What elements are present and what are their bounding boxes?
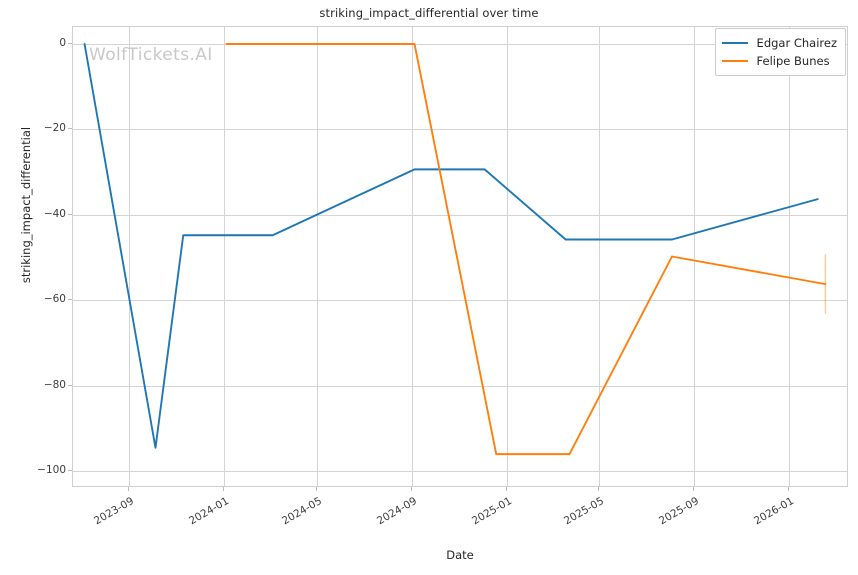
x-tick-label: 2026-01 xyxy=(751,495,796,528)
x-tick-label: 2025-01 xyxy=(469,495,514,528)
legend-label-edgar-chairez: Edgar Chairez xyxy=(756,36,837,50)
y-axis-ticks: 0 −20 −40 −60 −80 −100 xyxy=(0,26,72,487)
y-tick-label: −100 xyxy=(37,463,66,476)
y-axis-label: striking_impact_differential xyxy=(19,126,33,284)
y-tick-mark xyxy=(68,213,72,215)
gridline-horizontal xyxy=(73,300,847,302)
y-tick-mark xyxy=(68,469,72,471)
gridline-vertical xyxy=(317,27,319,486)
y-tick-label: −20 xyxy=(43,122,66,135)
x-tick-mark xyxy=(316,487,318,491)
legend-item[interactable]: Edgar Chairez xyxy=(721,34,837,52)
legend: Edgar Chairez Felipe Bunes xyxy=(714,28,846,76)
x-tick-mark xyxy=(505,487,507,491)
legend-swatch-felipe-bunes xyxy=(721,60,748,62)
y-tick-mark xyxy=(68,384,72,386)
gridline-vertical xyxy=(599,27,601,486)
gridline-vertical xyxy=(412,27,414,486)
series-line xyxy=(225,43,827,456)
x-tick-mark xyxy=(222,487,224,491)
x-tick-mark xyxy=(598,487,600,491)
x-tick-mark xyxy=(128,487,130,491)
y-tick-label: 0 xyxy=(59,37,66,50)
x-tick-mark xyxy=(693,487,695,491)
chart-title: striking_impact_differential over time xyxy=(319,6,539,20)
plot-area: WolfTickets.AI xyxy=(72,26,848,487)
y-tick-label: −40 xyxy=(43,207,66,220)
gridline-vertical xyxy=(223,27,225,486)
y-tick-mark xyxy=(68,299,72,301)
gridline-vertical xyxy=(506,27,508,486)
gridline-horizontal xyxy=(73,129,847,131)
x-tick-label: 2025-09 xyxy=(657,495,702,528)
gridline-vertical xyxy=(694,27,696,486)
x-axis-label: Date xyxy=(446,548,474,562)
gridline-vertical xyxy=(129,27,131,486)
x-axis-ticks: 2023-09 2024-01 2024-05 2024-09 2025-01 2025-… xyxy=(72,487,848,547)
gridline-horizontal xyxy=(73,385,847,387)
gridline-horizontal xyxy=(73,214,847,216)
legend-swatch-edgar-chairez xyxy=(721,42,748,44)
legend-label-felipe-bunes: Felipe Bunes xyxy=(756,54,830,68)
gridline-vertical xyxy=(788,27,790,486)
series-lines xyxy=(83,43,827,456)
x-tick-label: 2025-05 xyxy=(562,495,607,528)
x-tick-label: 2024-05 xyxy=(280,495,325,528)
y-tick-mark xyxy=(68,128,72,130)
gridline-horizontal xyxy=(73,470,847,472)
x-tick-mark xyxy=(411,487,413,491)
y-tick-mark xyxy=(68,43,72,45)
y-tick-label: −60 xyxy=(43,293,66,306)
gridline-horizontal xyxy=(73,44,847,46)
x-tick-mark xyxy=(787,487,789,491)
y-tick-label: −80 xyxy=(43,378,66,391)
x-tick-label: 2023-09 xyxy=(92,495,137,528)
x-tick-label: 2024-09 xyxy=(375,495,420,528)
legend-item[interactable]: Felipe Bunes xyxy=(721,52,837,70)
series-line xyxy=(83,43,819,449)
x-tick-label: 2024-01 xyxy=(186,495,231,528)
